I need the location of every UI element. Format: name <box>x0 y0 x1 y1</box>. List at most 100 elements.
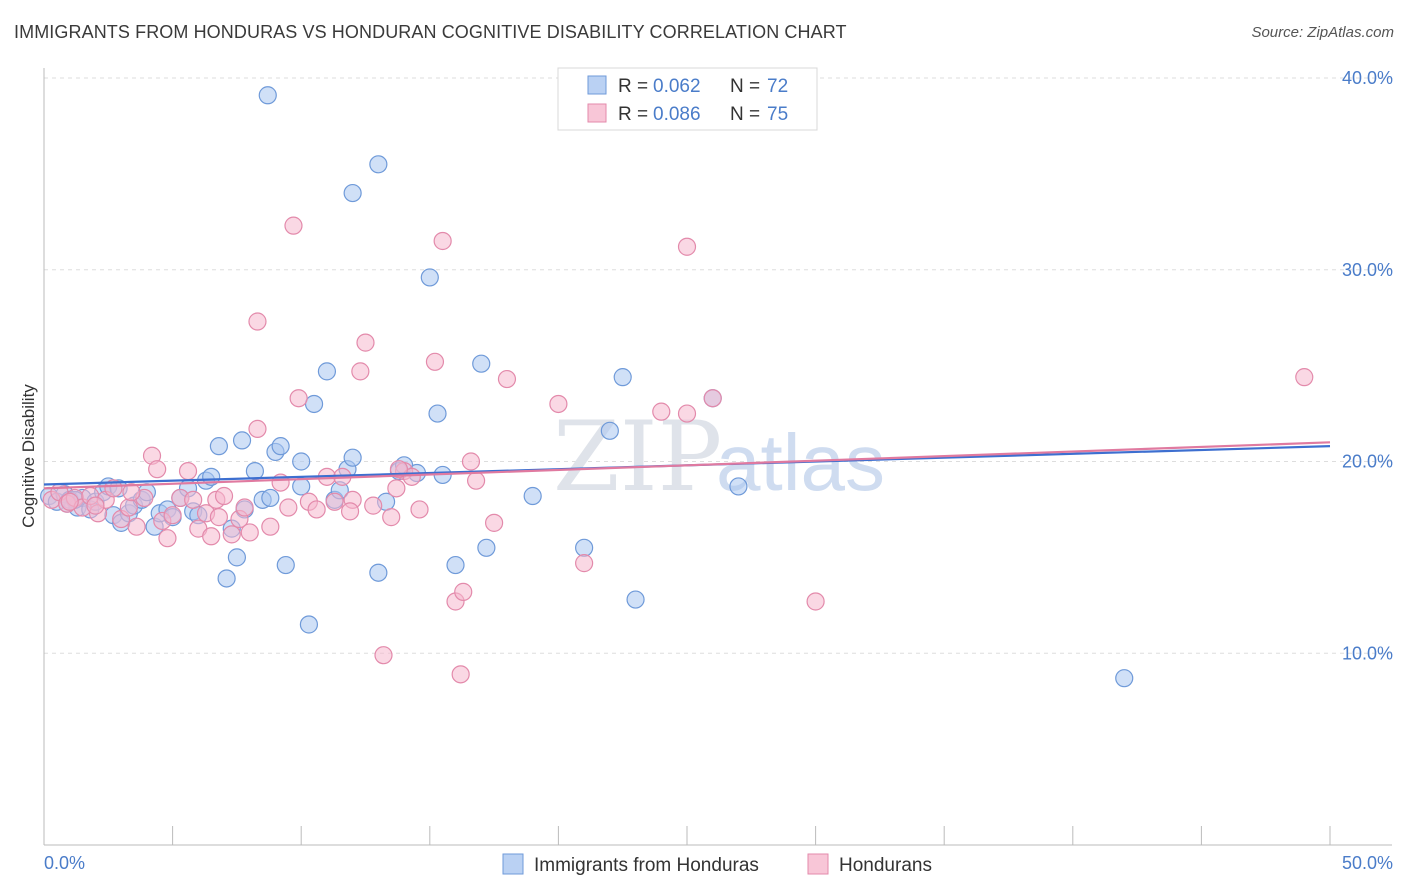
point-blue-61 <box>575 538 594 557</box>
point-blue-39 <box>292 452 311 471</box>
point-pink-8 <box>104 479 123 498</box>
point-blue-47 <box>343 183 362 203</box>
watermark-zip: ZIP <box>553 401 722 513</box>
point-pink-34 <box>279 498 298 517</box>
point-blue-29 <box>227 548 246 567</box>
point-pink-48 <box>387 479 406 498</box>
point-pink-16 <box>158 529 177 548</box>
x-tick-labels: 0.0% 50.0% <box>44 853 1393 873</box>
bottom-legend-swatch-blue <box>502 853 524 875</box>
point-pink-17 <box>163 506 182 525</box>
legend-top: R = 0.062 N = 72 R = 0.086 N = 75 <box>557 67 818 131</box>
y-tick-label-3: 40.0% <box>1342 68 1393 88</box>
axes <box>43 68 1392 846</box>
point-pink-52 <box>425 352 445 371</box>
point-blue-27 <box>217 569 236 588</box>
point-blue-30 <box>232 431 252 450</box>
point-blue-34 <box>261 488 280 508</box>
y-axis-title: Cognitive Disability <box>19 384 38 528</box>
legend-r-label-2: R = <box>618 104 648 125</box>
point-pink-25 <box>214 486 234 506</box>
point-pink-47 <box>382 508 401 527</box>
point-blue-32 <box>245 461 265 481</box>
legend-n-value-1: 72 <box>767 76 788 97</box>
x-tick-label-1: 50.0% <box>1342 853 1393 873</box>
point-pink-61 <box>549 394 568 414</box>
point-pink-59 <box>485 513 504 532</box>
point-blue-37 <box>276 555 295 575</box>
chart-title: IMMIGRANTS FROM HONDURAS VS HONDURAN COG… <box>14 22 847 42</box>
point-blue-46 <box>343 448 362 467</box>
legend-n-value-2: 75 <box>767 104 788 125</box>
point-pink-57 <box>466 471 486 490</box>
legend-r-value-2: 0.086 <box>653 104 701 125</box>
point-pink-43 <box>351 362 370 381</box>
legend-swatch-blue <box>587 75 607 95</box>
point-pink-45 <box>364 496 383 515</box>
source-label: Source: ZipAtlas.com <box>1251 24 1394 41</box>
point-pink-31 <box>248 312 267 331</box>
point-pink-72 <box>60 492 79 511</box>
point-pink-14 <box>148 460 167 479</box>
x-tick-label-0: 0.0% <box>44 853 85 873</box>
point-blue-48 <box>369 155 388 174</box>
grid-lines <box>44 77 1392 654</box>
point-blue-59 <box>477 538 496 557</box>
point-pink-10 <box>119 498 138 517</box>
y-tick-label-1: 20.0% <box>1342 452 1393 472</box>
point-blue-26 <box>209 437 228 456</box>
point-pink-32 <box>261 517 280 536</box>
point-pink-60 <box>497 369 517 389</box>
point-blue-58 <box>472 354 491 373</box>
point-pink-44 <box>356 333 375 352</box>
point-blue-66 <box>729 477 748 496</box>
y-tick-label-0: 10.0% <box>1342 643 1393 663</box>
point-pink-35 <box>284 216 303 235</box>
trend-lines <box>43 441 1331 490</box>
point-blue-64 <box>626 590 645 609</box>
y-tick-label-2: 30.0% <box>1342 260 1393 280</box>
point-pink-29 <box>240 523 259 542</box>
point-pink-19 <box>178 461 198 481</box>
point-blue-54 <box>420 268 439 287</box>
point-pink-58 <box>451 665 470 684</box>
point-blue-60 <box>523 486 542 506</box>
point-pink-62 <box>575 554 594 573</box>
legend-n-label-1: N = <box>730 76 760 97</box>
legend-swatch-pink <box>587 103 607 123</box>
point-blue-55 <box>428 404 447 423</box>
point-blue-57 <box>446 555 465 575</box>
point-blue-40 <box>299 615 319 634</box>
bottom-legend-label-1: Immigrants from Honduras <box>534 855 759 876</box>
point-pink-23 <box>202 527 221 546</box>
point-pink-40 <box>325 492 344 511</box>
y-tick-labels: 10.0% 20.0% 30.0% 40.0% <box>1342 68 1393 663</box>
point-blue-38 <box>292 477 311 496</box>
point-blue-41 <box>304 394 324 414</box>
point-pink-11 <box>127 517 146 536</box>
point-pink-66 <box>703 389 722 408</box>
trend-line-pink <box>43 441 1331 490</box>
point-pink-30 <box>248 419 267 439</box>
point-pink-51 <box>410 500 429 519</box>
point-pink-28 <box>235 498 254 517</box>
point-blue-68 <box>258 86 277 105</box>
data-points <box>40 86 1314 688</box>
point-pink-68 <box>1295 368 1314 387</box>
point-blue-36 <box>271 437 290 456</box>
point-pink-20 <box>184 490 203 509</box>
point-pink-26 <box>222 525 241 544</box>
point-pink-67 <box>806 592 825 611</box>
legend-r-label-1: R = <box>618 76 648 97</box>
point-pink-65 <box>677 237 697 256</box>
legend-n-label-2: N = <box>730 104 760 125</box>
point-pink-46 <box>374 646 393 665</box>
point-pink-64 <box>677 404 697 423</box>
point-blue-63 <box>613 368 632 387</box>
bottom-legend-label-2: Hondurans <box>839 855 932 876</box>
legend-bottom: Immigrants from Honduras Hondurans <box>502 853 932 876</box>
point-blue-25 <box>202 467 221 486</box>
point-pink-55 <box>454 582 473 601</box>
point-pink-74 <box>340 502 360 521</box>
